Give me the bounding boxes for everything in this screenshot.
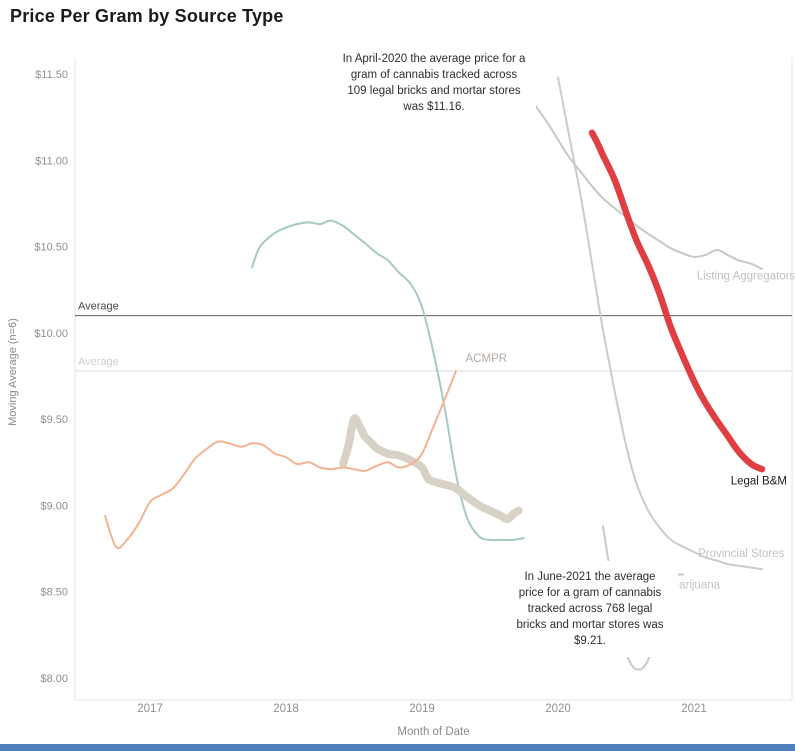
annotation-april-2020: In April-2020 the average price for a gr… xyxy=(332,43,536,124)
series-line-legal-bm[interactable] xyxy=(588,129,766,473)
series-label-provincial-stores: Provincial Stores xyxy=(698,548,785,560)
x-tick-label: 2020 xyxy=(545,703,571,715)
y-tick-label: $11.50 xyxy=(35,69,68,81)
x-tick-label: 2021 xyxy=(681,703,707,715)
series-line-listing-aggregators[interactable] xyxy=(499,84,763,270)
y-tick-label: $8.00 xyxy=(40,673,68,685)
series-label-acmpr: ACMPR xyxy=(466,353,508,365)
x-tick-label: 2019 xyxy=(409,703,435,715)
y-axis-title: Moving Average (n=6) xyxy=(7,318,19,426)
y-tick-label: $9.00 xyxy=(40,500,68,512)
y-tick-label: $9.50 xyxy=(40,414,68,426)
x-axis-title: Month of Date xyxy=(397,726,469,738)
x-tick-label: 2018 xyxy=(273,703,299,715)
annotation-june-2021: In June-2021 the average price for a gra… xyxy=(502,561,678,658)
y-tick-label: $10.00 xyxy=(34,328,68,340)
series-line-provincial-stores[interactable] xyxy=(557,76,763,571)
y-tick-label: $8.50 xyxy=(40,587,68,599)
footer-accent-bar xyxy=(0,744,795,751)
series-line-acmpr[interactable] xyxy=(104,369,457,549)
average-reference-label: Average xyxy=(78,356,119,368)
series-label-marijuana: Marijuana xyxy=(670,579,721,591)
y-tick-label: $10.50 xyxy=(34,242,68,254)
y-tick-label: $11.00 xyxy=(35,155,68,167)
series-line-beige[interactable] xyxy=(339,414,523,524)
series-label-listing-aggregators: Listing Aggregators xyxy=(697,270,795,282)
chart-title: Price Per Gram by Source Type xyxy=(10,6,284,26)
series-label-legal-bm: Legal B&M xyxy=(731,476,787,488)
x-tick-label: 2017 xyxy=(137,703,163,715)
series-line-teal[interactable] xyxy=(251,219,525,542)
average-reference-label: Average xyxy=(78,301,119,313)
